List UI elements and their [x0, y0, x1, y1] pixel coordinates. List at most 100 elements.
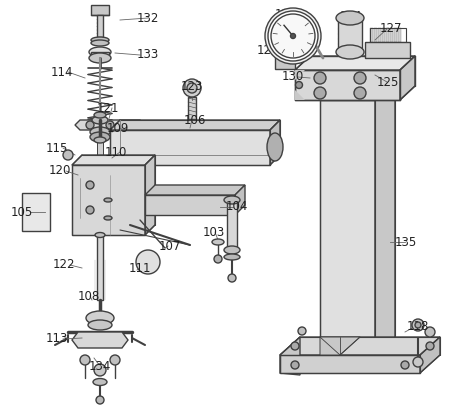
Polygon shape	[295, 90, 305, 100]
Ellipse shape	[90, 132, 110, 142]
Circle shape	[228, 274, 236, 282]
Circle shape	[291, 361, 299, 369]
Circle shape	[412, 319, 424, 331]
Bar	[97, 15, 103, 37]
Circle shape	[136, 250, 160, 274]
Bar	[91, 52, 109, 58]
Circle shape	[425, 327, 435, 337]
Ellipse shape	[93, 379, 107, 385]
Circle shape	[415, 322, 421, 328]
Ellipse shape	[224, 254, 240, 260]
Ellipse shape	[336, 45, 364, 59]
Text: 114: 114	[51, 66, 73, 79]
Ellipse shape	[336, 11, 364, 25]
Text: 127: 127	[380, 22, 402, 35]
Ellipse shape	[89, 53, 111, 63]
Polygon shape	[72, 165, 145, 235]
Text: 126: 126	[257, 44, 279, 57]
Text: 113: 113	[46, 333, 68, 346]
Ellipse shape	[91, 37, 109, 43]
Text: 118: 118	[407, 319, 429, 333]
Text: 110: 110	[105, 145, 127, 158]
Ellipse shape	[86, 311, 114, 325]
Polygon shape	[110, 120, 280, 130]
Circle shape	[86, 121, 94, 129]
Bar	[227, 200, 237, 250]
Text: 108: 108	[78, 289, 100, 302]
Polygon shape	[72, 155, 155, 165]
Circle shape	[268, 11, 318, 61]
Ellipse shape	[212, 239, 224, 245]
Text: 111: 111	[129, 262, 151, 274]
Circle shape	[295, 81, 302, 88]
Circle shape	[314, 72, 326, 84]
Ellipse shape	[224, 196, 240, 204]
Text: 106: 106	[184, 114, 206, 127]
Ellipse shape	[94, 187, 106, 193]
Circle shape	[413, 357, 423, 367]
Circle shape	[291, 342, 299, 350]
Text: 122: 122	[53, 258, 75, 271]
Text: 128: 128	[275, 9, 297, 22]
Circle shape	[271, 14, 315, 58]
Polygon shape	[320, 337, 360, 355]
Polygon shape	[280, 355, 420, 373]
Text: 115: 115	[46, 142, 68, 155]
Polygon shape	[320, 82, 395, 100]
Polygon shape	[280, 337, 440, 355]
Text: 134: 134	[89, 359, 111, 372]
Circle shape	[354, 72, 366, 84]
Bar	[382, 28, 385, 42]
Bar	[386, 28, 389, 42]
Ellipse shape	[267, 133, 283, 161]
Circle shape	[187, 83, 197, 93]
Bar	[374, 28, 377, 42]
Text: 124: 124	[340, 11, 362, 24]
Circle shape	[80, 355, 90, 365]
Polygon shape	[145, 155, 155, 235]
Bar	[390, 28, 393, 42]
Polygon shape	[400, 56, 415, 100]
Polygon shape	[295, 56, 415, 70]
Text: 125: 125	[377, 76, 399, 88]
Circle shape	[96, 396, 104, 404]
Text: 120: 120	[49, 164, 71, 177]
Bar	[91, 5, 109, 15]
Circle shape	[183, 79, 201, 97]
Ellipse shape	[224, 246, 240, 254]
Text: 133: 133	[137, 48, 159, 61]
Bar	[370, 28, 373, 42]
Bar	[378, 28, 381, 42]
Circle shape	[106, 121, 114, 129]
Bar	[22, 193, 50, 231]
Ellipse shape	[104, 216, 112, 220]
Circle shape	[401, 361, 409, 369]
Polygon shape	[320, 100, 375, 355]
Polygon shape	[72, 332, 128, 348]
Text: 109: 109	[107, 122, 129, 134]
Circle shape	[214, 255, 222, 263]
Ellipse shape	[94, 112, 106, 118]
Bar	[398, 28, 401, 42]
Bar	[338, 18, 362, 53]
Bar	[275, 57, 295, 69]
Polygon shape	[235, 185, 245, 215]
Bar	[97, 140, 103, 190]
Ellipse shape	[94, 137, 106, 143]
Ellipse shape	[88, 320, 112, 330]
Polygon shape	[270, 120, 280, 165]
Text: 135: 135	[395, 236, 417, 249]
Bar	[370, 28, 406, 42]
Polygon shape	[365, 42, 410, 58]
Circle shape	[291, 33, 295, 39]
Circle shape	[86, 181, 94, 189]
Bar	[394, 28, 397, 42]
Polygon shape	[420, 337, 440, 373]
Circle shape	[63, 150, 73, 160]
Circle shape	[314, 87, 326, 99]
Circle shape	[354, 87, 366, 99]
Circle shape	[265, 8, 321, 64]
Text: 107: 107	[159, 239, 181, 252]
Circle shape	[426, 342, 434, 350]
Circle shape	[86, 206, 94, 214]
